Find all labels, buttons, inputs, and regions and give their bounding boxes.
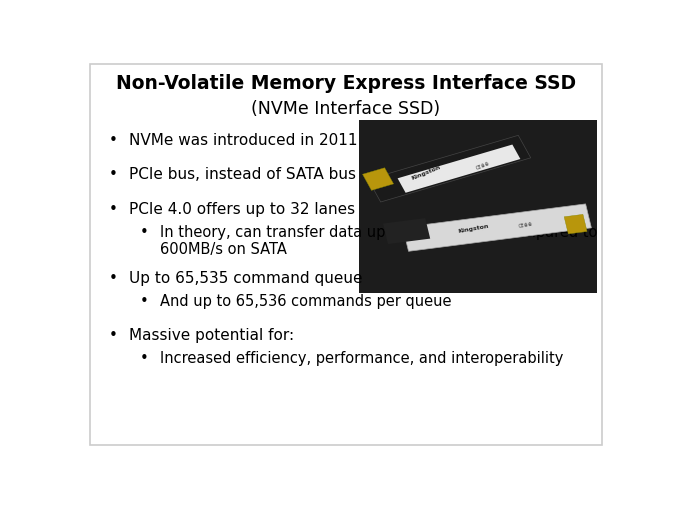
Polygon shape bbox=[564, 215, 587, 234]
Polygon shape bbox=[403, 205, 591, 252]
Text: CE⊕⊕: CE⊕⊕ bbox=[475, 161, 491, 171]
Text: •: • bbox=[109, 167, 117, 182]
Text: In theory, can transfer data up to 64,000 MB/s compared to
600MB/s on SATA: In theory, can transfer data up to 64,00… bbox=[160, 224, 597, 257]
Text: •: • bbox=[109, 271, 117, 286]
Text: Increased efficiency, performance, and interoperability: Increased efficiency, performance, and i… bbox=[160, 350, 564, 365]
Text: Up to 65,535 command queue: Up to 65,535 command queue bbox=[129, 271, 362, 286]
Text: •: • bbox=[140, 350, 149, 365]
FancyBboxPatch shape bbox=[359, 121, 597, 294]
Text: (NVMe Interface SSD): (NVMe Interface SSD) bbox=[251, 99, 441, 118]
Text: •: • bbox=[140, 293, 149, 309]
Text: Non-Volatile Memory Express Interface SSD: Non-Volatile Memory Express Interface SS… bbox=[116, 74, 576, 93]
Text: NVMe was introduced in 2011: NVMe was introduced in 2011 bbox=[129, 132, 357, 147]
Text: •: • bbox=[140, 224, 149, 239]
Text: And up to 65,536 commands per queue: And up to 65,536 commands per queue bbox=[160, 293, 452, 309]
Polygon shape bbox=[383, 219, 430, 244]
Text: PCIe bus, instead of SATA bus: PCIe bus, instead of SATA bus bbox=[129, 167, 356, 182]
Text: •: • bbox=[109, 132, 117, 147]
Text: Kingston: Kingston bbox=[458, 223, 489, 233]
Text: •: • bbox=[109, 201, 117, 217]
Text: Massive potential for:: Massive potential for: bbox=[129, 327, 294, 342]
Text: PCIe 4.0 offers up to 32 lanes: PCIe 4.0 offers up to 32 lanes bbox=[129, 201, 355, 217]
Text: Kingston: Kingston bbox=[410, 165, 441, 181]
Text: •: • bbox=[109, 327, 117, 342]
Polygon shape bbox=[362, 169, 394, 191]
Text: CE⊕⊕: CE⊕⊕ bbox=[518, 221, 533, 228]
Polygon shape bbox=[368, 136, 531, 203]
Polygon shape bbox=[398, 145, 520, 193]
